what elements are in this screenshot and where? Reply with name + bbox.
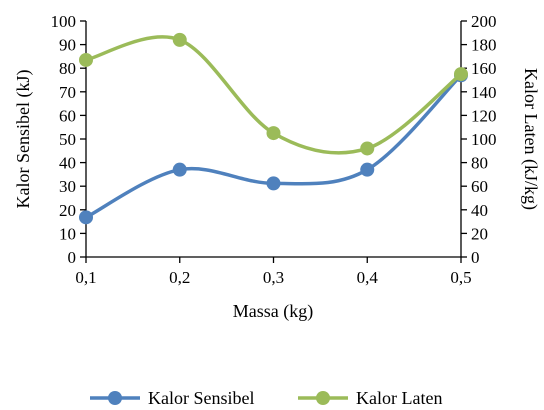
x-tick-label: 0,5 [450,268,471,287]
left-y-ticks: 0 10 20 30 40 50 60 70 80 90 100 [51,12,86,267]
x-tick-label: 0,2 [169,268,190,287]
right-y-tick-label: 80 [471,154,488,173]
left-y-tick-label: 90 [59,36,76,55]
legend-swatch-marker-kalor-laten [316,391,330,405]
left-y-tick-label: 0 [68,248,77,267]
right-y-tick-label: 60 [471,177,488,196]
right-y-tick-label: 140 [471,83,497,102]
data-point-kalor-sensibel [360,162,375,177]
legend-label-kalor-laten: Kalor Laten [356,388,442,408]
data-point-kalor-sensibel [266,176,281,191]
right-y-tick-label: 100 [471,130,497,149]
x-axis-title: Massa (kg) [233,301,313,322]
right-y-tick-label: 20 [471,224,488,243]
data-point-kalor-laten [360,141,375,156]
left-y-tick-label: 100 [51,12,77,31]
left-y-tick-label: 30 [59,177,76,196]
legend-swatch-marker-kalor-sensibel [108,391,122,405]
left-y-tick-label: 40 [59,154,76,173]
left-y-tick-label: 70 [59,83,76,102]
x-ticks: 0,1 0,2 0,3 0,4 0,5 [75,257,472,287]
legend: Kalor Sensibel Kalor Laten [90,388,442,408]
left-y-tick-label: 80 [59,59,76,78]
left-y-tick-label: 60 [59,106,76,125]
series-layer [79,32,468,225]
x-tick-label: 0,1 [75,268,96,287]
x-tick-label: 0,4 [357,268,379,287]
right-y-ticks: 0 20 40 60 80 100 120 140 160 180 200 [461,12,497,267]
series-line-kalor-sensibel [84,73,463,220]
right-y-tick-label: 160 [471,59,497,78]
data-point-kalor-sensibel [172,162,187,177]
data-point-kalor-laten [172,32,187,47]
left-y-tick-label: 50 [59,130,76,149]
right-y-tick-label: 120 [471,106,497,125]
right-y-tick-label: 200 [471,12,497,31]
x-tick-label: 0,3 [263,268,284,287]
left-y-tick-label: 10 [59,224,76,243]
right-y-tick-label: 0 [471,248,480,267]
right-y-tick-label: 40 [471,201,488,220]
legend-label-kalor-sensibel: Kalor Sensibel [148,388,254,408]
data-point-kalor-sensibel [79,210,93,225]
data-point-kalor-laten [454,67,468,82]
left-y-axis-title: Kalor Sensibel (kJ) [13,70,34,209]
right-y-axis-title: Kalor Laten (kJ/kg) [520,68,541,210]
data-point-kalor-laten [266,126,281,141]
right-y-tick-label: 180 [471,36,497,55]
data-point-kalor-laten [79,52,93,67]
left-y-tick-label: 20 [59,201,76,220]
